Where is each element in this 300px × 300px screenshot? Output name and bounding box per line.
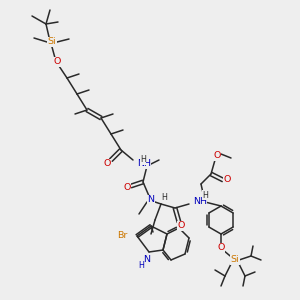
Text: O: O — [223, 176, 231, 184]
Text: H: H — [161, 194, 167, 202]
Text: O: O — [217, 244, 225, 253]
Text: O: O — [177, 221, 185, 230]
Text: O: O — [213, 152, 221, 160]
Text: Si: Si — [48, 38, 56, 46]
Text: NH: NH — [137, 160, 151, 169]
Text: N: N — [148, 196, 154, 205]
Text: NH: NH — [193, 197, 207, 206]
Text: Si: Si — [231, 256, 239, 265]
Text: N: N — [143, 256, 151, 265]
Text: O: O — [103, 160, 111, 169]
Text: O: O — [53, 58, 61, 67]
Text: H: H — [140, 155, 146, 164]
Text: H: H — [138, 262, 144, 271]
Text: O: O — [123, 184, 131, 193]
Text: Br: Br — [117, 232, 127, 241]
Text: H: H — [202, 190, 208, 200]
